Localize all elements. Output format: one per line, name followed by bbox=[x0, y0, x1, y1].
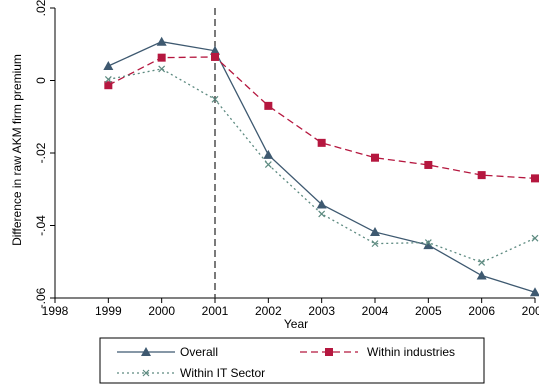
data-point-within-industries bbox=[104, 81, 113, 90]
legend-item-overall: Overall bbox=[117, 345, 218, 359]
x-tick-label: 2005 bbox=[415, 304, 442, 318]
y-tick-label: -.02 bbox=[34, 142, 48, 163]
data-point-within-industries bbox=[264, 101, 273, 110]
x-tick-label: 2006 bbox=[468, 304, 495, 318]
x-tick-label: 1998 bbox=[42, 304, 69, 318]
y-tick-label: -.04 bbox=[34, 215, 48, 236]
y-tick-label: .02 bbox=[34, 0, 48, 16]
data-point-within-industries bbox=[531, 174, 539, 183]
data-point-overall bbox=[370, 227, 380, 237]
series-within-it-sector bbox=[104, 65, 539, 266]
data-point-within-it-sector bbox=[104, 75, 112, 83]
legend-label: Within IT Sector bbox=[180, 366, 265, 380]
data-point-within-industries bbox=[157, 53, 166, 62]
data-point-overall bbox=[210, 45, 220, 55]
data-point-overall bbox=[530, 287, 539, 297]
x-tick-label: 1999 bbox=[95, 304, 122, 318]
data-point-overall bbox=[316, 199, 327, 209]
series-line-within-it-sector bbox=[108, 68, 536, 264]
x-tick-label: 2000 bbox=[148, 304, 175, 318]
data-point-within-industries bbox=[211, 52, 219, 61]
data-point-overall bbox=[103, 61, 114, 70]
data-point-within-it-sector bbox=[318, 210, 326, 218]
x-tick-label: 2004 bbox=[362, 304, 389, 318]
data-point-overall bbox=[263, 149, 274, 159]
series-line-within-industries bbox=[108, 56, 536, 180]
data-point-within-it-sector bbox=[158, 65, 166, 73]
legend-label: Within industries bbox=[367, 345, 455, 359]
data-point-within-it-sector bbox=[478, 259, 486, 266]
y-tick-label: -.06 bbox=[34, 287, 48, 308]
data-point-overall bbox=[423, 240, 434, 250]
series-within-industries bbox=[104, 52, 539, 183]
legend-box bbox=[99, 337, 485, 384]
legend-item-within-it-sector: Within IT Sector bbox=[117, 366, 265, 380]
y-tick-label: 0 bbox=[34, 77, 48, 84]
data-point-within-it-sector bbox=[531, 234, 539, 242]
data-point-overall bbox=[156, 36, 167, 46]
data-point-within-industries bbox=[317, 138, 326, 147]
data-point-within-it-sector bbox=[211, 95, 219, 103]
x-tick-label: 2002 bbox=[255, 304, 282, 318]
legend-swatch-marker bbox=[142, 369, 150, 377]
y-axis-label: Difference in raw AKM firm premium bbox=[10, 54, 24, 246]
series-group bbox=[103, 36, 539, 297]
data-point-within-it-sector bbox=[424, 239, 432, 246]
x-tick-label: 2007 bbox=[522, 304, 539, 318]
data-point-within-industries bbox=[477, 171, 486, 180]
x-axis-label: Year bbox=[284, 317, 308, 331]
data-point-within-it-sector bbox=[264, 161, 272, 169]
x-tick-label: 2001 bbox=[202, 304, 229, 318]
series-overall bbox=[103, 36, 539, 297]
legend-label: Overall bbox=[180, 345, 218, 359]
legend-swatch-marker bbox=[325, 348, 333, 356]
legend: Overall Within industries Within IT Sector bbox=[99, 337, 485, 384]
data-point-within-industries bbox=[424, 160, 433, 169]
data-point-within-it-sector bbox=[371, 240, 379, 248]
legend-swatch-marker bbox=[141, 347, 151, 356]
legend-item-within-industries: Within industries bbox=[300, 345, 455, 359]
x-tick-label: 2003 bbox=[308, 304, 335, 318]
data-point-within-industries bbox=[371, 153, 379, 162]
data-point-overall bbox=[476, 270, 487, 280]
